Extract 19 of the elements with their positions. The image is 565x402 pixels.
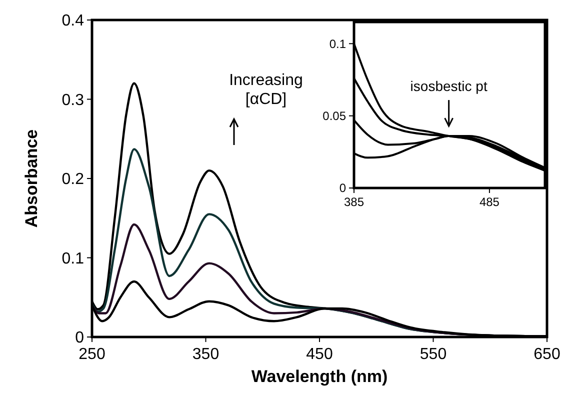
x-axis-title: Wavelength (nm): [251, 367, 388, 386]
x-tick-label: 550: [420, 346, 447, 363]
y-axis-title: Absorbance: [22, 129, 41, 228]
y-tick-label: 0.3: [62, 92, 84, 109]
x-tick-label: 385: [344, 195, 364, 209]
y-tick-label: 0: [339, 181, 346, 196]
annotation: isosbestic pt: [410, 78, 488, 94]
y-tick-label: 0.05: [322, 109, 346, 124]
x-tick-label: 250: [78, 346, 106, 363]
y-tick-label: 0.1: [62, 250, 84, 268]
y-tick-label: 0.2: [62, 171, 84, 188]
x-tick-label: 450: [306, 346, 333, 363]
y-tick-label: 0: [75, 330, 84, 347]
annotation: Increasing [αCD]: [229, 72, 303, 108]
x-tick-label: 350: [192, 346, 220, 363]
y-tick-label: 0.1: [329, 36, 346, 51]
y-tick-label: 0.4: [62, 12, 84, 30]
x-tick-label: 650: [534, 346, 560, 363]
x-tick-label: 485: [479, 195, 500, 209]
